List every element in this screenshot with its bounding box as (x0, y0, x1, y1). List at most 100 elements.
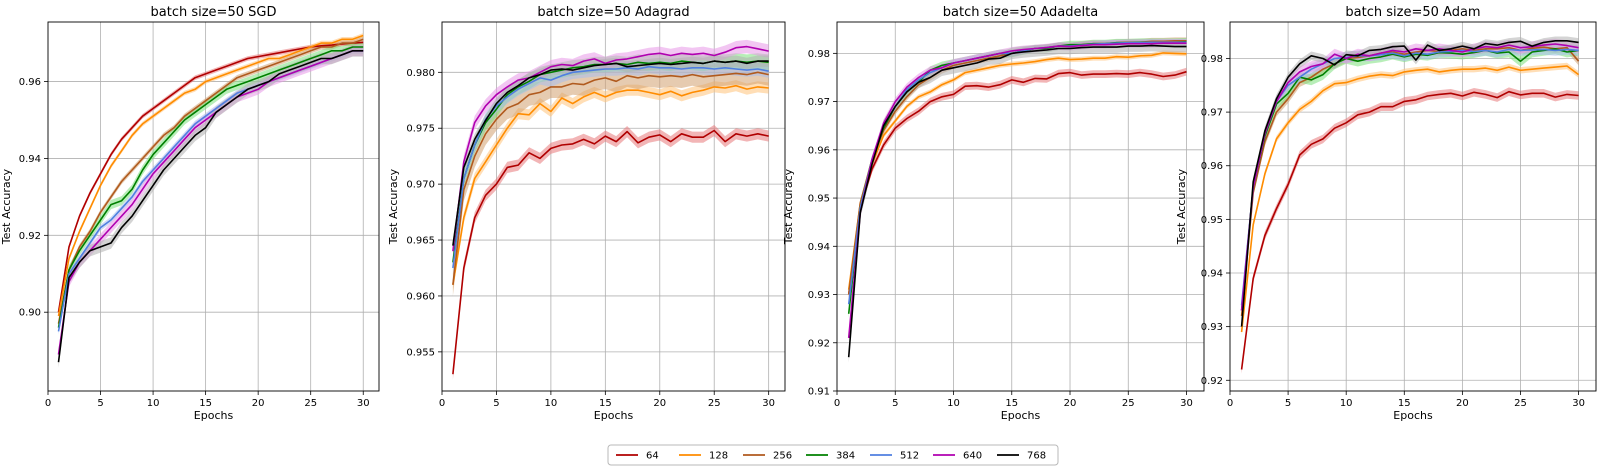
chart-panel-4: 0 5 10 15 20 25 30 0.92 0.93 0.94 0.95 0.96 0.97 0.98… (1175, 5, 1597, 422)
legend-item-256: 256 (743, 451, 792, 462)
y-tick-label: 0.92 (808, 338, 830, 349)
series-line-256 (57, 38, 364, 324)
x-tick-label: 5 (892, 398, 898, 409)
x-tick-label: 0 (834, 398, 840, 409)
chart-panel-1: 0 5 10 15 20 25 30 0.90 0.92 0.94 0.96 batch size=5… (0, 5, 380, 422)
chart-title: batch size=50 SGD (151, 5, 277, 20)
y-tick-label: 0.980 (406, 68, 435, 79)
legend-item-768: 768 (997, 451, 1046, 462)
series-line-128 (452, 84, 769, 285)
series-band-256 (452, 61, 769, 296)
legend-entries: 64 128 256 384 512 640 768 (616, 451, 1046, 462)
x-tick-label: 20 (1064, 398, 1077, 409)
chart-title: batch size=50 Adadelta (943, 5, 1098, 20)
chart-panels: 0 5 10 15 20 25 30 0.90 0.92 0.94 0.96 batch size=5… (0, 5, 1597, 422)
series-line-256 (452, 71, 769, 285)
x-tick-label: 20 (252, 398, 265, 409)
x-tick-label: 25 (1122, 398, 1135, 409)
y-tick-label: 0.97 (1201, 108, 1223, 119)
plot-frame (836, 21, 1205, 392)
x-tick-label: 30 (762, 398, 775, 409)
series-line-128 (57, 34, 364, 317)
y-tick-label: 0.92 (19, 231, 41, 242)
series-line-384 (1240, 47, 1579, 311)
x-tick-label: 30 (1180, 398, 1193, 409)
series-line-768 (1240, 39, 1579, 327)
series-line-640 (1240, 43, 1579, 311)
legend-item-64: 64 (616, 451, 659, 462)
y-tick-label: 0.960 (406, 291, 435, 302)
x-tick-label: 5 (493, 398, 499, 409)
x-tick-label: 5 (97, 398, 103, 409)
series-line-64 (847, 70, 1187, 295)
legend-label: 512 (900, 451, 919, 462)
y-tick-label: 0.94 (19, 154, 41, 165)
series-band-640 (58, 45, 364, 360)
y-tick-label: 0.98 (808, 49, 830, 60)
series-line-384 (57, 46, 364, 328)
legend-label: 640 (963, 451, 982, 462)
x-tick-label: 25 (1514, 398, 1527, 409)
y-tick-label: 0.94 (1201, 269, 1223, 280)
legend-label: 256 (773, 451, 792, 462)
x-tick-label: 0 (439, 398, 445, 409)
y-axis-label: Test Accuracy (782, 168, 795, 245)
legend-item-512: 512 (870, 451, 919, 462)
y-tick-label: 0.92 (1201, 376, 1223, 387)
y-axis-label: Test Accuracy (1175, 168, 1188, 245)
y-tick-label: 0.94 (808, 242, 830, 253)
x-tick-label: 15 (199, 398, 212, 409)
series-line-768 (57, 49, 364, 363)
y-tick-label: 0.90 (19, 308, 41, 319)
x-tick-label: 20 (1456, 398, 1469, 409)
series-line-640 (847, 42, 1187, 338)
chart-title: batch size=50 Adagrad (537, 5, 689, 20)
y-tick-label: 0.96 (808, 145, 830, 156)
x-axis-label: Epochs (1001, 409, 1041, 422)
series-band-64 (452, 124, 769, 380)
plot-frame (441, 21, 786, 392)
plot-frame (47, 21, 380, 392)
x-tick-label: 30 (1572, 398, 1585, 409)
y-tick-label: 0.955 (406, 347, 435, 358)
x-tick-label: 30 (357, 398, 370, 409)
y-axis-label: Test Accuracy (0, 168, 13, 245)
series-line-64 (452, 129, 769, 375)
x-axis-label: Epochs (1393, 409, 1433, 422)
chart-panel-2: 0 5 10 15 20 25 30 0.955 0.960 0.965 0.970 0.975 0.9… (387, 5, 786, 422)
plot-frame (1229, 21, 1597, 392)
series-band-768 (848, 39, 1187, 364)
series-line-128 (847, 52, 1187, 290)
y-tick-label: 0.91 (808, 387, 830, 398)
series-band-384 (58, 42, 364, 333)
legend-label: 128 (709, 451, 728, 462)
x-tick-label: 10 (1340, 398, 1353, 409)
legend-label: 64 (646, 451, 659, 462)
series-line-64 (1240, 90, 1579, 370)
x-tick-label: 10 (147, 398, 160, 409)
x-tick-label: 25 (708, 398, 721, 409)
x-tick-label: 15 (1005, 398, 1018, 409)
y-tick-label: 0.93 (1201, 322, 1223, 333)
y-tick-label: 0.95 (1201, 215, 1223, 226)
y-tick-label: 0.93 (808, 290, 830, 301)
x-tick-label: 5 (1285, 398, 1291, 409)
series-line-512 (452, 65, 769, 269)
y-tick-label: 0.96 (19, 77, 41, 88)
y-tick-label: 0.975 (406, 124, 435, 135)
legend-box (607, 444, 1059, 466)
x-tick-label: 25 (304, 398, 317, 409)
x-tick-label: 15 (1398, 398, 1411, 409)
series-band-64 (1241, 87, 1579, 374)
y-tick-label: 0.96 (1201, 161, 1223, 172)
series-band-256 (58, 36, 364, 327)
x-tick-label: 20 (653, 398, 666, 409)
y-tick-label: 0.98 (1201, 54, 1223, 65)
x-tick-label: 0 (1227, 398, 1233, 409)
chart-title: batch size=50 Adam (1345, 5, 1480, 20)
x-tick-label: 15 (599, 398, 612, 409)
series-line-128 (1240, 65, 1580, 333)
series-band-512 (58, 47, 364, 335)
legend-item-128: 128 (679, 451, 728, 462)
